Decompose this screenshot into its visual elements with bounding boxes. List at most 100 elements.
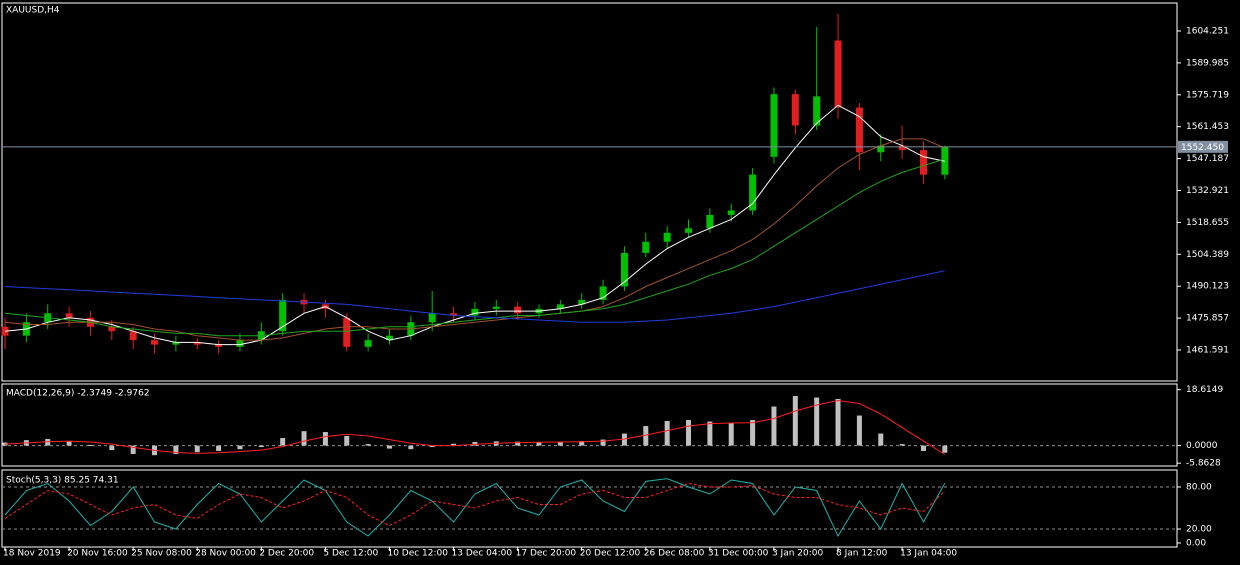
macd-bar bbox=[707, 421, 713, 446]
y-tick-label: 1604.251 bbox=[1186, 26, 1229, 36]
macd-bar bbox=[771, 406, 777, 446]
candle-body bbox=[599, 286, 607, 300]
y-tick-label: 1532.921 bbox=[1186, 186, 1229, 196]
macd-bar bbox=[216, 445, 222, 451]
macd-bar bbox=[429, 445, 435, 448]
macd-bar bbox=[600, 439, 606, 446]
x-tick-label: 26 Dec 08:00 bbox=[644, 549, 705, 559]
candle-body bbox=[642, 241, 650, 253]
x-tick-label: 28 Nov 00:00 bbox=[195, 549, 256, 559]
candle-body bbox=[834, 40, 842, 108]
stoch-title: Stoch(5,3,3) 85.25 74.31 bbox=[6, 476, 119, 486]
macd-bar bbox=[920, 445, 926, 451]
macd-bar bbox=[365, 444, 371, 446]
macd-bar bbox=[686, 420, 692, 446]
chart-title: XAUUSD,H4 bbox=[6, 6, 60, 16]
y-tick-label: 1575.719 bbox=[1186, 90, 1229, 100]
y-tick-label: 1589.985 bbox=[1186, 58, 1229, 68]
candle-body bbox=[791, 94, 799, 126]
candle-body bbox=[193, 342, 201, 345]
y-tick-label: 1504.389 bbox=[1186, 250, 1229, 260]
macd-bar bbox=[792, 396, 798, 446]
candle-body bbox=[343, 317, 351, 347]
macd-bar bbox=[579, 441, 585, 446]
candle-body bbox=[364, 340, 372, 347]
macd-bar bbox=[322, 432, 328, 446]
macd-bar bbox=[814, 397, 820, 446]
x-tick-label: 18 Nov 2019 bbox=[3, 549, 61, 559]
candle-body bbox=[877, 145, 885, 153]
candle-body bbox=[385, 335, 393, 341]
candle-body bbox=[215, 344, 223, 347]
y-tick-label: 1475.857 bbox=[1186, 314, 1229, 324]
y-tick-label: -5.8628 bbox=[1186, 459, 1221, 469]
candle-body bbox=[65, 313, 73, 318]
current-price-label: 1552.450 bbox=[1181, 143, 1224, 153]
y-tick-label: 80.00 bbox=[1186, 483, 1212, 493]
macd-bar bbox=[130, 445, 136, 454]
macd-bar bbox=[386, 445, 392, 449]
y-tick-label: 18.6149 bbox=[1186, 385, 1223, 395]
x-tick-label: 17 Dec 20:00 bbox=[516, 549, 577, 559]
candle-body bbox=[172, 342, 180, 345]
indicator-line bbox=[4, 138, 945, 341]
macd-bar bbox=[728, 423, 734, 446]
x-tick-label: 25 Nov 08:00 bbox=[131, 549, 192, 559]
candle-body bbox=[450, 313, 458, 316]
macd-panel bbox=[1, 383, 1178, 467]
candle-body bbox=[685, 228, 693, 233]
candle-body bbox=[578, 299, 586, 305]
candle-body bbox=[813, 96, 821, 126]
macd-bar bbox=[173, 445, 179, 454]
candle-body bbox=[706, 214, 714, 229]
y-tick-label: 1518.655 bbox=[1186, 218, 1229, 228]
candle-body bbox=[898, 145, 906, 151]
x-tick-label: 13 Jan 04:00 bbox=[900, 549, 957, 559]
macd-bar bbox=[664, 420, 670, 446]
y-tick-label: 1490.123 bbox=[1186, 282, 1229, 292]
macd-bar bbox=[942, 445, 948, 453]
indicator-line bbox=[4, 482, 946, 527]
candle-body bbox=[471, 308, 479, 316]
macd-bar bbox=[194, 445, 200, 453]
y-tick-label: 1461.591 bbox=[1186, 346, 1229, 356]
x-tick-label: 20 Nov 16:00 bbox=[67, 549, 128, 559]
indicator-line bbox=[4, 399, 946, 455]
stoch-panel bbox=[1, 469, 1178, 548]
candle-body bbox=[514, 306, 522, 314]
candle-body bbox=[108, 326, 116, 332]
x-tick-label: 5 Dec 12:00 bbox=[323, 549, 378, 559]
macd-bar bbox=[536, 441, 542, 446]
macd-bar bbox=[899, 444, 905, 446]
macd-bar bbox=[835, 399, 841, 446]
macd-bar bbox=[66, 441, 72, 446]
candle-body bbox=[129, 331, 137, 341]
price-panel bbox=[1, 2, 1178, 382]
macd-bar bbox=[451, 443, 457, 446]
x-tick-label: 13 Dec 04:00 bbox=[452, 549, 513, 559]
candle-body bbox=[151, 340, 159, 345]
indicator-line bbox=[4, 158, 945, 337]
candle-body bbox=[727, 210, 735, 215]
macd-bar bbox=[750, 420, 756, 446]
macd-bar bbox=[878, 433, 884, 446]
x-tick-label: 31 Dec 00:00 bbox=[708, 549, 769, 559]
candle-body bbox=[556, 304, 564, 309]
current-price-box bbox=[1178, 140, 1228, 153]
candle-body bbox=[855, 107, 863, 153]
indicator-line bbox=[4, 104, 945, 346]
macd-bar bbox=[621, 433, 627, 446]
macd-bar bbox=[109, 445, 115, 451]
macd-bar bbox=[856, 415, 862, 446]
y-tick-label: 1561.453 bbox=[1186, 122, 1229, 132]
macd-bar bbox=[643, 426, 649, 446]
macd-bar bbox=[557, 441, 563, 446]
macd-title: MACD(12,26,9) -2.3749 -2.9762 bbox=[6, 389, 150, 399]
macd-bar bbox=[45, 438, 51, 446]
candle-body bbox=[770, 94, 778, 157]
y-tick-label: 0.0000 bbox=[1186, 441, 1218, 451]
x-tick-label: 2 Dec 20:00 bbox=[259, 549, 314, 559]
x-tick-label: 8 Jan 12:00 bbox=[836, 549, 888, 559]
macd-bar bbox=[472, 441, 478, 446]
